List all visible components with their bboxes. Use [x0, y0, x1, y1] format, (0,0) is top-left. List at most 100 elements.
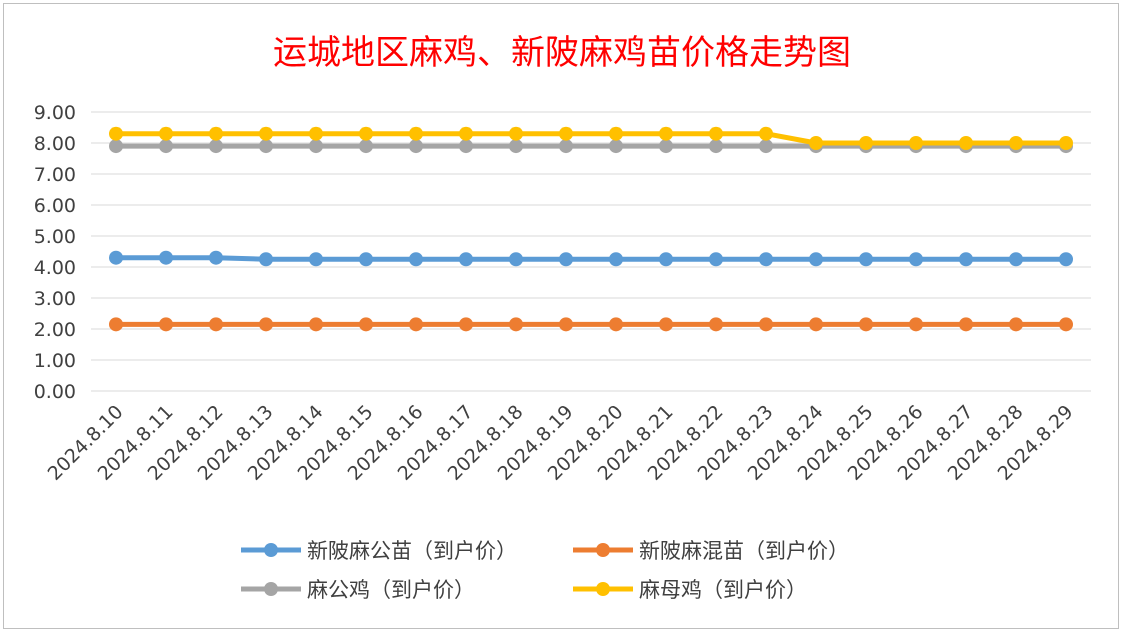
chart-title: 运城地区麻鸡、新陂麻鸡苗价格走势图: [273, 33, 851, 73]
data-point: [709, 126, 723, 141]
legend-item: 新陂麻混苗（到户价）: [573, 539, 849, 563]
data-point: [859, 252, 873, 267]
data-point: [359, 252, 373, 267]
chart-frame: 运城地区麻鸡、新陂麻鸡苗价格走势图 0.00 1.00 2.00 3.00 4.00 5.…: [3, 3, 1119, 629]
series-1: [109, 317, 1073, 332]
y-tick-label: 6.00: [34, 195, 76, 217]
y-tick-label: 5.00: [34, 226, 76, 248]
data-point: [359, 126, 373, 141]
y-tick-label: 0.00: [34, 381, 76, 403]
data-point: [359, 317, 373, 332]
data-point: [609, 126, 623, 141]
data-point: [559, 252, 573, 267]
y-tick-label: 3.00: [34, 288, 76, 310]
legend-swatch-marker: [264, 582, 278, 596]
data-point: [459, 252, 473, 267]
legend-item: 麻公鸡（到户价）: [241, 578, 475, 602]
data-point: [659, 317, 673, 332]
data-point: [509, 139, 523, 154]
data-point: [909, 252, 923, 267]
data-point: [859, 136, 873, 150]
data-point: [609, 252, 623, 267]
legend-item: 麻母鸡（到户价）: [573, 578, 807, 602]
data-point: [1009, 317, 1023, 332]
data-point: [709, 139, 723, 154]
data-point: [309, 139, 323, 154]
data-point: [509, 317, 523, 332]
data-point: [959, 252, 973, 267]
data-point: [259, 139, 273, 154]
data-point: [259, 126, 273, 141]
data-point: [409, 252, 423, 267]
data-point: [459, 139, 473, 154]
data-point: [759, 317, 773, 332]
legend-label: 新陂麻公苗（到户价）: [307, 539, 517, 563]
data-point: [159, 126, 173, 141]
legend-item: 新陂麻公苗（到户价）: [241, 539, 517, 563]
data-point: [609, 317, 623, 332]
data-point: [909, 136, 923, 150]
data-point: [959, 136, 973, 150]
data-point: [809, 317, 823, 332]
data-point: [659, 252, 673, 267]
data-point: [709, 252, 723, 267]
data-point: [509, 126, 523, 141]
data-point: [309, 126, 323, 141]
data-point: [559, 126, 573, 141]
data-point: [459, 126, 473, 141]
data-point: [209, 139, 223, 154]
y-tick-label: 9.00: [34, 102, 76, 124]
chart-svg: 运城地区麻鸡、新陂麻鸡苗价格走势图 0.00 1.00 2.00 3.00 4.00 5.…: [34, 33, 1091, 602]
legend-swatch-marker: [264, 543, 278, 557]
series-line: [113, 255, 1069, 262]
data-point: [259, 317, 273, 332]
data-point: [859, 317, 873, 332]
y-tick-label: 8.00: [34, 133, 76, 155]
data-point: [209, 250, 223, 265]
y-tick-label: 7.00: [34, 164, 76, 186]
legend-label: 麻公鸡（到户价）: [307, 578, 475, 602]
data-point: [909, 317, 923, 332]
data-point: [409, 126, 423, 141]
data-point: [759, 252, 773, 267]
data-point: [1059, 317, 1073, 332]
data-point: [659, 126, 673, 141]
data-point: [109, 250, 123, 265]
data-point: [1009, 136, 1023, 150]
y-tick-label: 4.00: [34, 257, 76, 279]
legend-swatch-marker: [596, 543, 610, 557]
y-axis-ticks: 0.00 1.00 2.00 3.00 4.00 5.00 6.00 7.00 8.00 9.00: [34, 102, 76, 403]
data-point: [159, 317, 173, 332]
series-line: [113, 131, 1069, 146]
legend-label: 新陂麻混苗（到户价）: [639, 539, 849, 563]
series-0: [109, 250, 1073, 267]
data-point: [1059, 252, 1073, 267]
x-axis-ticks: 2024.8.102024.8.112024.8.122024.8.132024…: [44, 401, 1078, 485]
data-point: [509, 252, 523, 267]
data-point: [609, 139, 623, 154]
gridlines: [91, 111, 1091, 392]
data-point: [1059, 136, 1073, 150]
data-point: [309, 317, 323, 332]
y-tick-label: 2.00: [34, 319, 76, 341]
data-point: [959, 317, 973, 332]
data-point: [1009, 252, 1023, 267]
data-point: [109, 139, 123, 154]
series-3: [109, 126, 1073, 150]
legend-label: 麻母鸡（到户价）: [639, 578, 807, 602]
data-point: [259, 252, 273, 267]
data-point: [559, 139, 573, 154]
legend: 新陂麻公苗（到户价） 新陂麻混苗（到户价） 麻公鸡（到户价） 麻母鸡（到户价）: [241, 539, 849, 602]
data-point: [109, 126, 123, 141]
data-point: [759, 139, 773, 154]
data-point: [109, 317, 123, 332]
data-point: [409, 317, 423, 332]
y-tick-label: 1.00: [34, 350, 76, 372]
data-point: [809, 252, 823, 267]
data-point: [459, 317, 473, 332]
data-point: [659, 139, 673, 154]
data-point: [209, 317, 223, 332]
data-point: [809, 136, 823, 150]
data-point: [409, 139, 423, 154]
data-point: [159, 250, 173, 265]
